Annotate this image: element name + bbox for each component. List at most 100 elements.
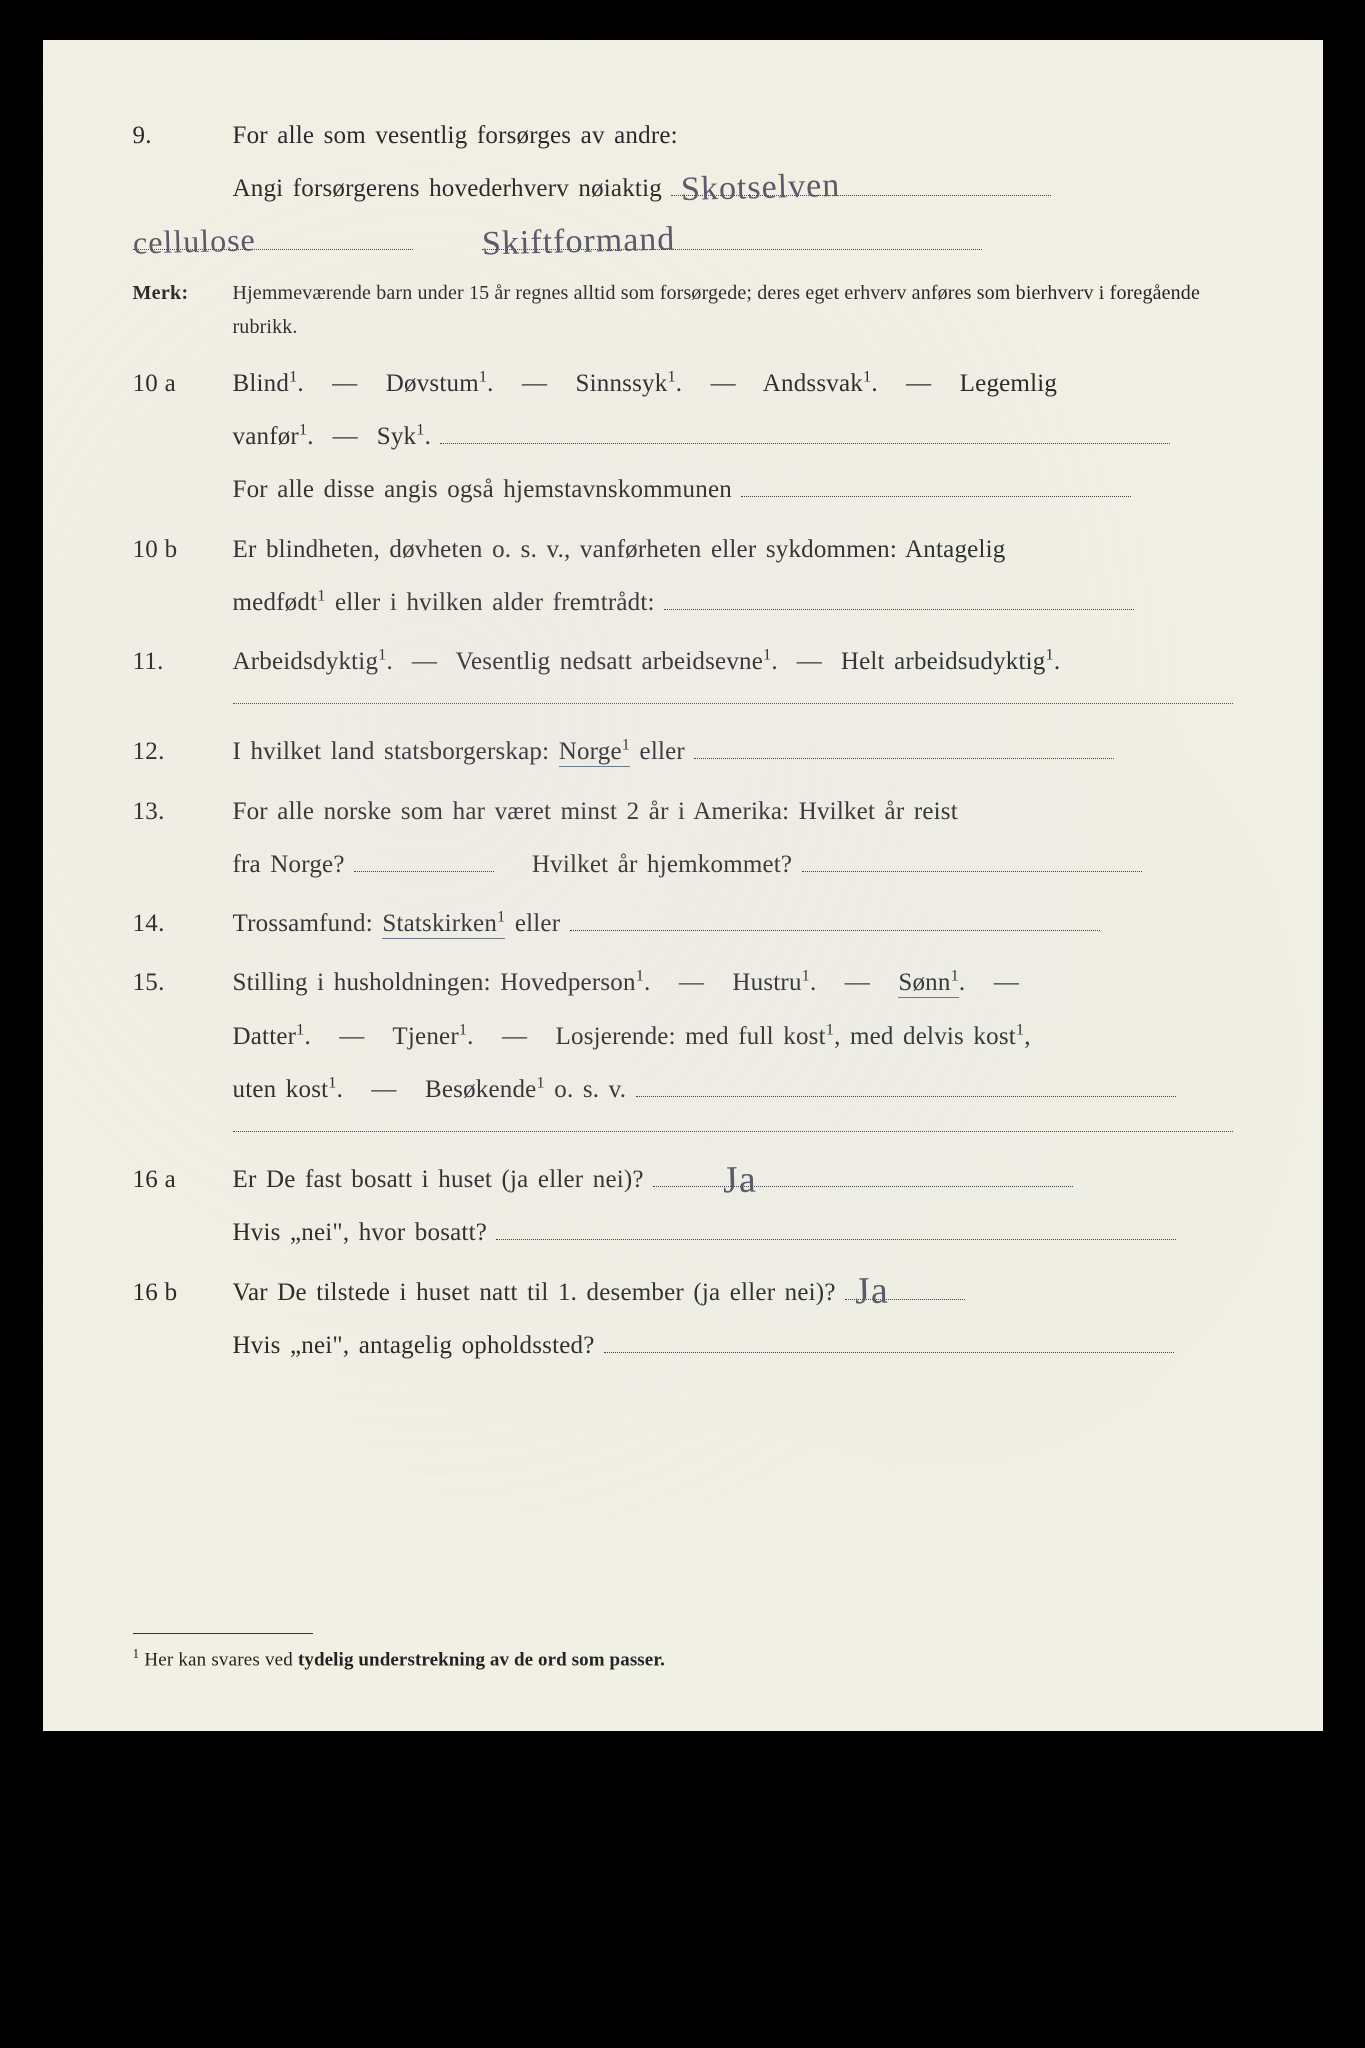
q11-number: 11. — [133, 648, 233, 676]
q9-number: 9. — [133, 122, 233, 150]
q13-blank2 — [802, 847, 1142, 872]
question-15: 15. Stilling i husholdningen: Hovedperso… — [133, 957, 1233, 1117]
q15-line1: Stilling i husholdningen: Hovedperson1. … — [233, 957, 1233, 1008]
q10a-line3: For alle disse angis også hjemstavnskomm… — [233, 464, 1233, 515]
footnote: 1 Her kan svares ved tydelig understrekn… — [133, 1646, 1233, 1671]
q13-line1: For alle norske som har været minst 2 år… — [233, 786, 1233, 837]
q10b-l2a: medfødt — [233, 589, 318, 616]
period: . — [425, 423, 431, 450]
q9-hand2: cellulose — [132, 207, 256, 276]
q12-norge-underlined: Norge1 — [559, 738, 630, 767]
q16a-line1: Er De fast bosatt i huset (ja eller nei)… — [233, 1154, 1233, 1205]
q10a-l3: For alle disse angis også hjemstavnskomm… — [233, 476, 732, 503]
period: . — [386, 648, 392, 675]
sup: 1 — [622, 736, 630, 754]
period: . — [297, 370, 303, 397]
q10a-p1: Blind — [233, 370, 290, 397]
sup: 1 — [1016, 1020, 1024, 1038]
period: . — [467, 1023, 473, 1050]
q9-line2-prefix: Angi forsørgerens hovederhverv nøiaktig — [233, 175, 662, 202]
period: . — [871, 370, 877, 397]
q9-hand1: Skotselven — [681, 151, 842, 225]
period: . — [1054, 648, 1060, 675]
question-10b: 10 b Er blindheten, døvheten o. s. v., v… — [133, 524, 1233, 631]
q14-body: Trossamfund: Statskirken1 eller — [233, 898, 1233, 951]
sup: 1 — [328, 1073, 336, 1091]
q15-l3c: o. s. v. — [554, 1076, 626, 1103]
q9-blank3: Skiftformand — [482, 225, 982, 250]
q9-blank1: Skotselven — [671, 171, 1051, 196]
sup: 1 — [459, 1020, 467, 1038]
merk-text: Hjemmeværende barn under 15 år regnes al… — [233, 276, 1233, 344]
period: . — [810, 969, 816, 996]
q10a-p2: Døvstum — [386, 370, 479, 397]
q12-blank — [694, 734, 1114, 759]
footnote-rule — [133, 1633, 313, 1634]
q15-b: Hustru — [732, 969, 801, 996]
q9-body: For alle som vesentlig forsørges av andr… — [233, 110, 1233, 270]
period: . — [676, 370, 682, 397]
q16b-blank2 — [604, 1328, 1174, 1353]
question-11: 11. Arbeidsdyktig1. — Vesentlig nedsatt … — [133, 636, 1233, 689]
q15-sonn-underlined: Sønn1 — [898, 969, 959, 998]
period: . — [305, 1023, 311, 1050]
period: . — [959, 969, 965, 996]
q11-b: Vesentlig nedsatt arbeidsevne — [456, 648, 764, 675]
q10b-l2b: eller i hvilken alder fremtrådt: — [335, 589, 655, 616]
q16a-line2: Hvis „nei", hvor bosatt? — [233, 1207, 1233, 1258]
q10a-l2b: Syk — [377, 423, 417, 450]
sup: 1 — [536, 1073, 544, 1091]
footnote-sup: 1 — [133, 1646, 140, 1661]
q14-suffix: eller — [515, 910, 560, 937]
period: . — [337, 1076, 343, 1103]
period: . — [307, 423, 313, 450]
q12-prefix: I hvilket land statsborgerskap: — [233, 738, 559, 765]
q9-line2: Angi forsørgerens hovederhverv nøiaktig … — [233, 163, 1233, 214]
q12-line: I hvilket land statsborgerskap: Norge1 e… — [233, 726, 1233, 777]
question-9: 9. For alle som vesentlig forsørges av a… — [133, 110, 1233, 270]
q12-suffix: eller — [640, 738, 685, 765]
q10a-p5: Legemlig — [960, 370, 1057, 397]
q14-stats-underlined: Statskirken1 — [382, 910, 505, 939]
q11-body: Arbeidsdyktig1. — Vesentlig nedsatt arbe… — [233, 636, 1233, 689]
sup: 1 — [951, 967, 959, 985]
q10a-blank2 — [741, 472, 1131, 497]
q10b-line2: medfødt1 eller i hvilken alder fremtrådt… — [233, 577, 1233, 628]
q11-c: Helt arbeidsudyktig — [841, 648, 1046, 675]
merk-label: Merk: — [133, 282, 233, 305]
footnote-text-a: Her kan svares ved — [144, 1649, 298, 1670]
q10a-p4: Andssvak — [763, 370, 863, 397]
q10a-line2: vanfør1. — Syk1. — [233, 411, 1233, 462]
q15-body: Stilling i husholdningen: Hovedperson1. … — [233, 957, 1233, 1117]
q10a-l2a: vanfør — [233, 423, 299, 450]
period: . — [644, 969, 650, 996]
q10b-line1: Er blindheten, døvheten o. s. v., vanfør… — [233, 524, 1233, 575]
q15-blank-line — [233, 1131, 1233, 1132]
document-page: 9. For alle som vesentlig forsørges av a… — [43, 40, 1323, 1731]
question-13: 13. For alle norske som har været minst … — [133, 786, 1233, 893]
q10a-body: Blind1. — Døvstum1. — Sinnssyk1. — Andss… — [233, 358, 1233, 518]
q14-prefix: Trossamfund: — [233, 910, 383, 937]
q11-a: Arbeidsdyktig — [233, 648, 379, 675]
sup: 1 — [479, 367, 487, 385]
q16b-line1: Var De tilstede i huset natt til 1. dese… — [233, 1267, 1233, 1318]
q13-l2a: fra Norge? — [233, 851, 345, 878]
question-16b: 16 b Var De tilstede i huset natt til 1.… — [133, 1267, 1233, 1374]
q16b-blank1: Ja — [845, 1275, 965, 1300]
q15-l2d: , med delvis kost — [834, 1023, 1016, 1050]
q10a-blank1 — [440, 419, 1170, 444]
q15-l2c: Losjerende: med full kost — [556, 1023, 826, 1050]
q15-l2a: Datter — [233, 1023, 297, 1050]
question-16a: 16 a Er De fast bosatt i huset (ja eller… — [133, 1154, 1233, 1261]
q14-number: 14. — [133, 910, 233, 938]
q10a-number: 10 a — [133, 370, 233, 398]
question-14: 14. Trossamfund: Statskirken1 eller — [133, 898, 1233, 951]
q16a-q2: Hvis „nei", hvor bosatt? — [233, 1219, 488, 1246]
q16b-number: 16 b — [133, 1279, 233, 1307]
q10a-line1: Blind1. — Døvstum1. — Sinnssyk1. — Andss… — [233, 358, 1233, 409]
q12-number: 12. — [133, 738, 233, 766]
q11-line1: Arbeidsdyktig1. — Vesentlig nedsatt arbe… — [233, 636, 1233, 687]
q15-l2b: Tjener — [392, 1023, 458, 1050]
q9-blank2: cellulose — [133, 225, 413, 250]
q9-line3: cellulose Skiftformand — [233, 217, 1233, 268]
